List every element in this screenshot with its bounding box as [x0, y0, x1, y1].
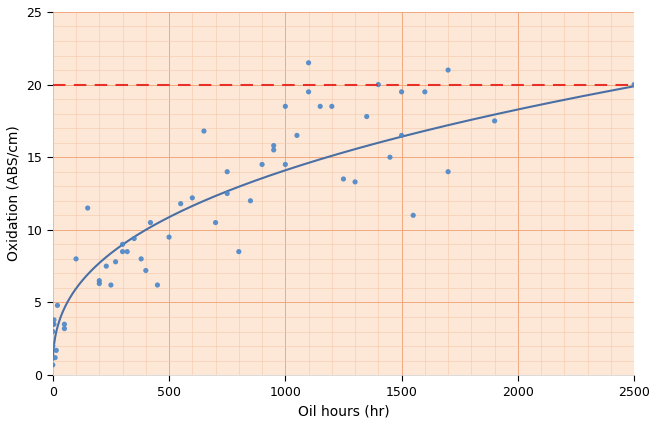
Point	[304, 60, 314, 66]
Point	[49, 321, 59, 328]
X-axis label: Oil hours (hr): Oil hours (hr)	[298, 404, 389, 418]
Point	[129, 235, 139, 242]
Point	[50, 354, 60, 361]
Point	[443, 168, 453, 175]
Y-axis label: Oxidation (ABS/cm): Oxidation (ABS/cm)	[7, 126, 21, 261]
Point	[269, 147, 279, 153]
Point	[233, 248, 244, 255]
Point	[122, 248, 133, 255]
Point	[210, 219, 221, 226]
Point	[315, 103, 325, 110]
Point	[47, 362, 58, 368]
Point	[187, 195, 198, 201]
Point	[175, 200, 186, 207]
Point	[94, 280, 104, 287]
Point	[245, 197, 256, 204]
Point	[361, 113, 372, 120]
Point	[145, 219, 156, 226]
Point	[280, 103, 290, 110]
Point	[94, 277, 104, 284]
Point	[141, 267, 151, 274]
Point	[327, 103, 337, 110]
Point	[489, 117, 500, 124]
Point	[118, 248, 128, 255]
Point	[59, 325, 70, 332]
Point	[47, 321, 58, 328]
Point	[152, 282, 163, 289]
Point	[164, 234, 174, 241]
Point	[396, 132, 407, 139]
Point	[59, 321, 70, 328]
Point	[222, 190, 233, 197]
Point	[420, 88, 430, 95]
Point	[47, 328, 58, 335]
Point	[106, 282, 116, 289]
Point	[629, 81, 639, 88]
Point	[304, 88, 314, 95]
Point	[118, 241, 128, 248]
Point	[51, 347, 62, 354]
Point	[101, 263, 112, 269]
Point	[198, 128, 209, 134]
Point	[280, 161, 290, 168]
Point	[408, 212, 419, 219]
Point	[350, 178, 360, 185]
Point	[292, 132, 302, 139]
Point	[222, 168, 233, 175]
Point	[136, 255, 147, 262]
Point	[49, 317, 59, 323]
Point	[71, 255, 81, 262]
Point	[443, 67, 453, 74]
Point	[269, 142, 279, 149]
Point	[110, 258, 121, 265]
Point	[82, 205, 93, 212]
Point	[338, 176, 349, 182]
Point	[396, 88, 407, 95]
Point	[52, 302, 62, 309]
Point	[385, 154, 396, 161]
Point	[257, 161, 267, 168]
Point	[47, 343, 58, 349]
Point	[373, 81, 384, 88]
